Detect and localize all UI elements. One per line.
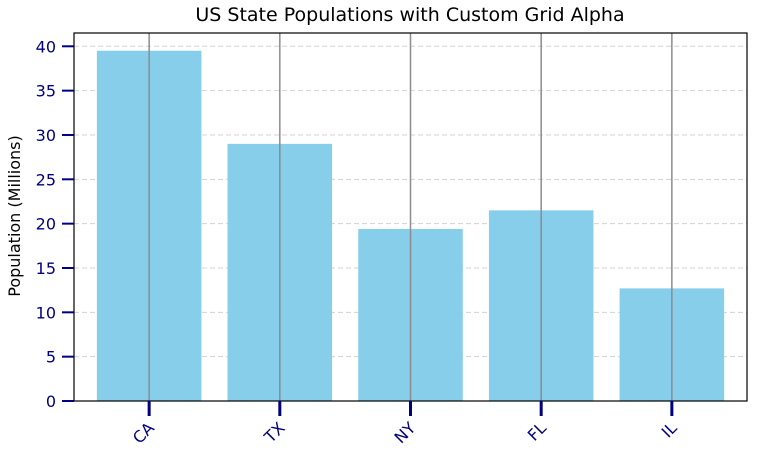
y-tick-label: 10: [36, 303, 56, 322]
y-tick-label: 35: [36, 82, 56, 101]
y-tick-label: 15: [36, 259, 56, 278]
x-tick-label-fl: FL: [524, 418, 550, 444]
y-tick-label: 40: [36, 37, 56, 56]
y-tick-label: 25: [36, 170, 56, 189]
y-tick-label: 5: [46, 348, 56, 367]
chart-title: US State Populations with Custom Grid Al…: [195, 4, 624, 26]
x-tick-label-ny: NY: [391, 418, 420, 447]
x-gridlines: [148, 33, 673, 401]
x-axis-ticks: CA TX NY FL IL: [129, 401, 681, 447]
y-tick-label: 0: [46, 392, 56, 411]
y-axis-ticks: 0 5 10 15 20 25 30 35 40: [36, 37, 74, 411]
y-axis-label: Population (Millions): [5, 135, 24, 296]
x-tick-label-tx: TX: [260, 418, 289, 447]
x-tick-label-il: IL: [658, 418, 681, 441]
x-tick-label-ca: CA: [129, 418, 158, 447]
y-tick-label: 30: [36, 126, 56, 145]
y-tick-label: 20: [36, 215, 56, 234]
